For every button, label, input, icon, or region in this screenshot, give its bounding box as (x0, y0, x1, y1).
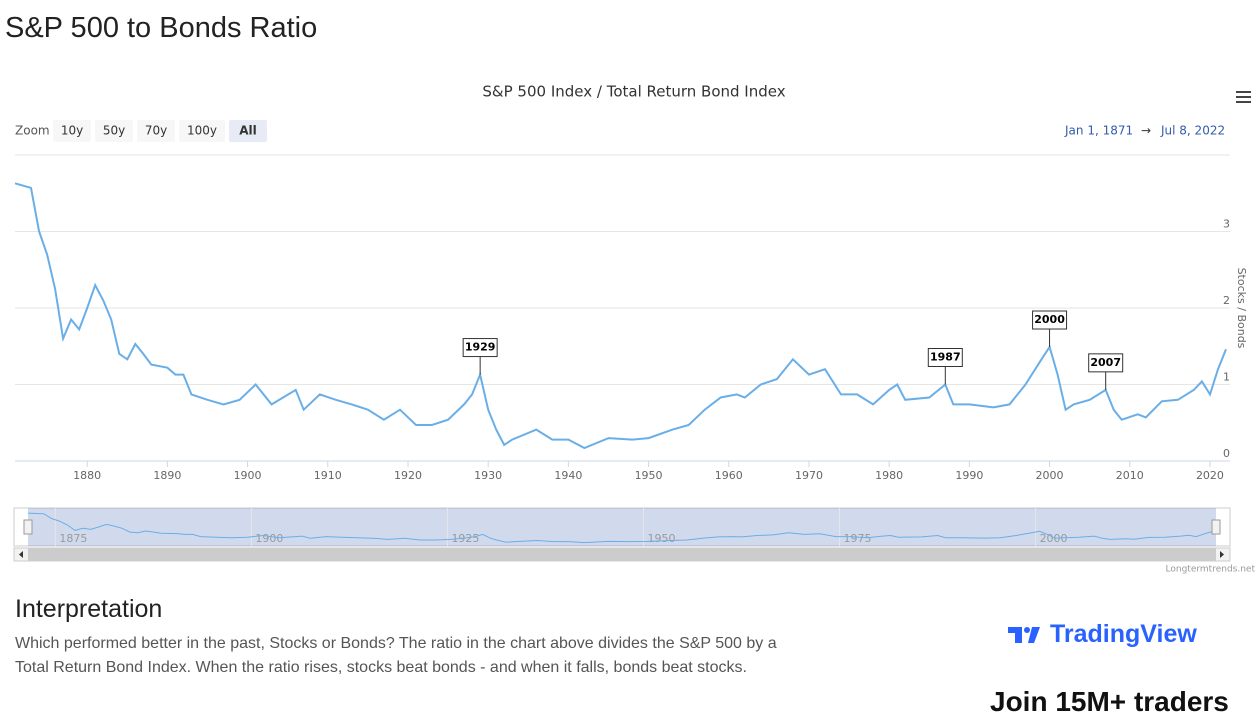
brand-text: TradingView (1050, 620, 1197, 648)
chart: S&P 500 Index / Total Return Bond Index … (13, 83, 1256, 575)
x-tick-label: 1960 (715, 469, 743, 482)
page: S&P 500 to Bonds Ratio S&P 500 Index / T… (5, 12, 1256, 717)
x-tick-label: 1950 (635, 469, 663, 482)
x-tick-label: 1900 (234, 469, 262, 482)
page-title: S&P 500 to Bonds Ratio (5, 12, 318, 44)
navigator-tick-label: 2000 (1040, 532, 1068, 545)
zoom-button[interactable] (137, 120, 175, 142)
navigator-bg (13, 507, 1231, 547)
credit: Longtermtrends.net (1166, 565, 1256, 575)
zoom-button-label: 50y (103, 124, 125, 138)
x-tick-label: 1890 (153, 469, 181, 482)
interpretation: Interpretation Which performed better in… (15, 595, 785, 680)
flag-label: 2007 (1090, 356, 1121, 369)
y-tick-label: 1 (1223, 371, 1230, 384)
x-tick-label: 1980 (875, 469, 903, 482)
zoom-button[interactable] (95, 120, 133, 142)
x-tick-label: 2000 (1036, 469, 1064, 482)
x-tick-label: 1970 (795, 469, 823, 482)
zoom-button-label: 10y (61, 124, 83, 138)
x-tick-label: 1880 (73, 469, 101, 482)
chart-title: S&P 500 Index / Total Return Bond Index (482, 83, 785, 101)
logo-icon (1008, 626, 1040, 643)
flag-box (927, 348, 963, 367)
flag-box (462, 338, 498, 358)
zoom-button[interactable] (53, 120, 91, 142)
range-arrow: → (1141, 124, 1151, 138)
navigator-tick-label: 1925 (451, 532, 479, 545)
series-line (14, 182, 1227, 450)
y-tick-label: 3 (1223, 218, 1230, 231)
tradingview-logo[interactable]: TradingView (1008, 620, 1197, 649)
cta: Join 15M+ traders (990, 686, 1229, 717)
navigator-tick-label: 1950 (647, 532, 675, 545)
navigator-handle[interactable] (23, 519, 33, 535)
y-tick-label: 2 (1223, 294, 1230, 307)
scroll-left[interactable] (19, 551, 23, 558)
section-heading: Interpretation (15, 595, 163, 623)
zoom-label: Zoom (15, 124, 50, 138)
flag-box (1032, 310, 1068, 330)
zoom-button-label: 100y (187, 124, 217, 138)
navigator-handle[interactable] (1211, 519, 1221, 535)
zoom-button-label: All (239, 124, 257, 138)
section-text: Which performed better in the past, Stoc… (15, 635, 777, 676)
navigator-tick-label: 1975 (844, 532, 872, 545)
y-axis-label: Stocks / Bonds (1235, 268, 1248, 349)
navigator-tick-label: 1900 (255, 532, 283, 545)
range-to[interactable]: Jul 8, 2022 (1160, 124, 1225, 138)
zoom-button-label: 70y (145, 124, 167, 138)
flag-label: 1929 (465, 341, 496, 354)
flag-label: 2000 (1034, 313, 1065, 326)
flag-label: 1987 (930, 351, 961, 364)
zoom-button[interactable] (229, 120, 267, 142)
range-from[interactable]: Jan 1, 1871 (1064, 124, 1133, 138)
x-tick-label: 2010 (1116, 469, 1144, 482)
flag-box (1088, 353, 1124, 373)
navigator-tick-label: 1875 (59, 532, 87, 545)
x-tick-label: 1920 (394, 469, 422, 482)
navigator-line (27, 512, 1213, 544)
navigator-mask[interactable] (28, 508, 1216, 546)
menu[interactable] (1236, 91, 1251, 103)
y-tick-label: 0 (1223, 447, 1230, 460)
x-tick-label: 1930 (474, 469, 502, 482)
x-tick-label: 1990 (955, 469, 983, 482)
scroll-right[interactable] (1220, 551, 1224, 558)
x-tick-label: 1940 (554, 469, 582, 482)
scrollbar-thumb[interactable] (28, 548, 1216, 561)
zoom-button[interactable] (179, 120, 225, 142)
x-tick-label: 2020 (1196, 469, 1224, 482)
x-tick-label: 1910 (314, 469, 342, 482)
